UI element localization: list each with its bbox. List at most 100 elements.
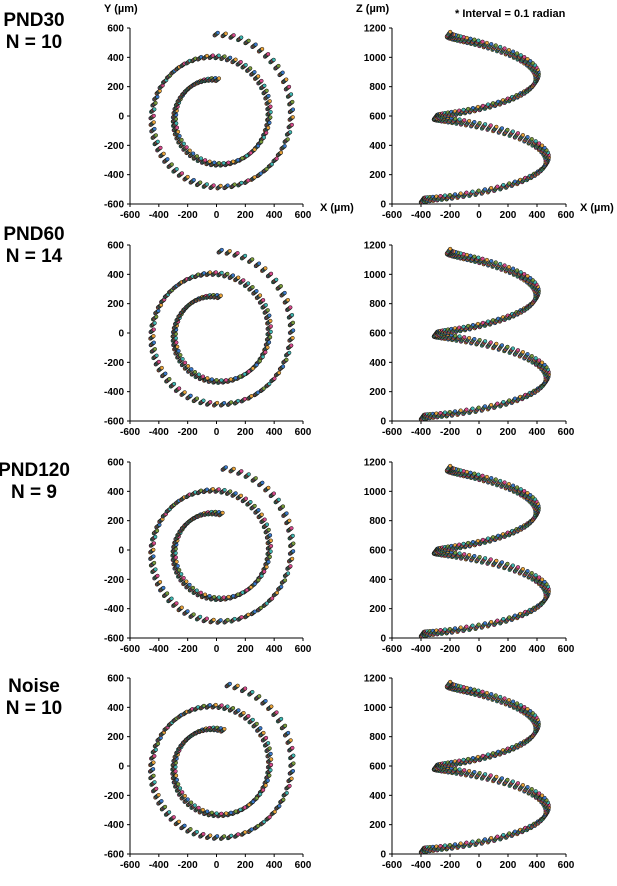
data-point [230,273,236,278]
x-tick-label: 0 [476,210,482,221]
data-point [457,117,462,122]
y-tick-label: 400 [107,703,124,714]
data-point [502,480,507,485]
data-point [515,565,521,570]
data-point [533,356,538,361]
data-point [453,333,458,338]
data-point [224,378,229,383]
data-point [259,78,264,83]
data-point [266,93,271,98]
y-tick-label: 0 [118,762,124,773]
data-point [194,154,200,159]
data-point [238,59,243,65]
data-point [191,151,196,156]
data-point [264,601,269,606]
data-point [163,371,168,376]
data-point [226,160,231,165]
data-point [477,554,482,560]
data-point [274,277,279,282]
x-tick-label: -200 [440,210,460,221]
data-point [188,393,193,398]
data-point [210,53,215,58]
data-point [268,335,273,340]
x-tick-label: 600 [295,644,312,655]
data-point [179,137,184,142]
x-tick-label: 400 [266,860,283,871]
data-point [238,493,244,498]
data-point [271,491,276,496]
data-point [267,554,272,559]
row-label-line1: Noise [8,676,60,697]
data-point [522,55,527,60]
y-tick-label: 1200 [364,458,387,469]
x-tick-label: 0 [214,644,220,655]
data-point [505,344,510,349]
data-point [223,31,228,36]
data-point [256,823,261,828]
data-point [181,575,186,581]
data-point [268,533,273,538]
data-point [246,472,251,477]
data-point [499,560,505,565]
x-tick-label: -200 [178,210,198,221]
data-point [152,347,157,352]
data-point [190,585,196,590]
x-tick-label: 400 [266,210,283,221]
data-point [528,59,533,64]
y-tick-label: 400 [369,575,386,586]
x-tick-label: -400 [411,644,431,655]
data-point [200,374,206,379]
data-point [495,184,500,189]
data-point [507,181,512,186]
data-point [242,372,247,377]
data-point [472,471,477,476]
row-label-line2: N = 14 [6,246,63,267]
x-tick-label: 200 [500,644,517,655]
data-point [198,156,204,161]
data-point [259,139,264,144]
data-point [289,122,294,127]
data-point [284,790,289,796]
y-tick-label: 600 [369,112,386,123]
data-point [518,487,523,492]
data-point [525,352,530,357]
data-point [482,404,488,409]
y-tick-label: 400 [369,358,386,369]
data-point [239,615,244,620]
data-point [152,126,157,131]
y-tick-label: 200 [369,170,386,181]
data-point [215,400,220,405]
data-point [263,266,268,271]
data-point [154,353,159,358]
data-point [179,171,185,176]
x-tick-label: -200 [440,644,460,655]
data-point [267,120,272,125]
data-point [290,556,295,561]
data-point [493,477,498,482]
data-point [290,312,295,318]
data-point [285,137,290,142]
x-tick-label: -200 [178,644,198,655]
x-tick-label: 600 [558,210,575,221]
data-point [235,683,240,688]
data-point [244,588,249,593]
data-point [288,130,293,135]
data-point [244,153,249,158]
data-point [520,567,525,572]
y-tick-label: 400 [369,141,386,152]
y-tick-label: -200 [104,141,124,152]
data-point [279,584,284,589]
data-point [248,66,253,71]
data-point [515,51,520,56]
x-tick-label: -600 [120,644,140,655]
row-label-line1: PND120 [0,460,70,481]
data-point [266,125,271,130]
data-point [462,118,467,123]
data-point [240,590,245,595]
data-point [242,396,247,401]
data-point [467,335,472,341]
data-point [225,271,230,276]
data-point [228,55,233,60]
data-point [169,162,174,167]
data-point [510,129,515,134]
